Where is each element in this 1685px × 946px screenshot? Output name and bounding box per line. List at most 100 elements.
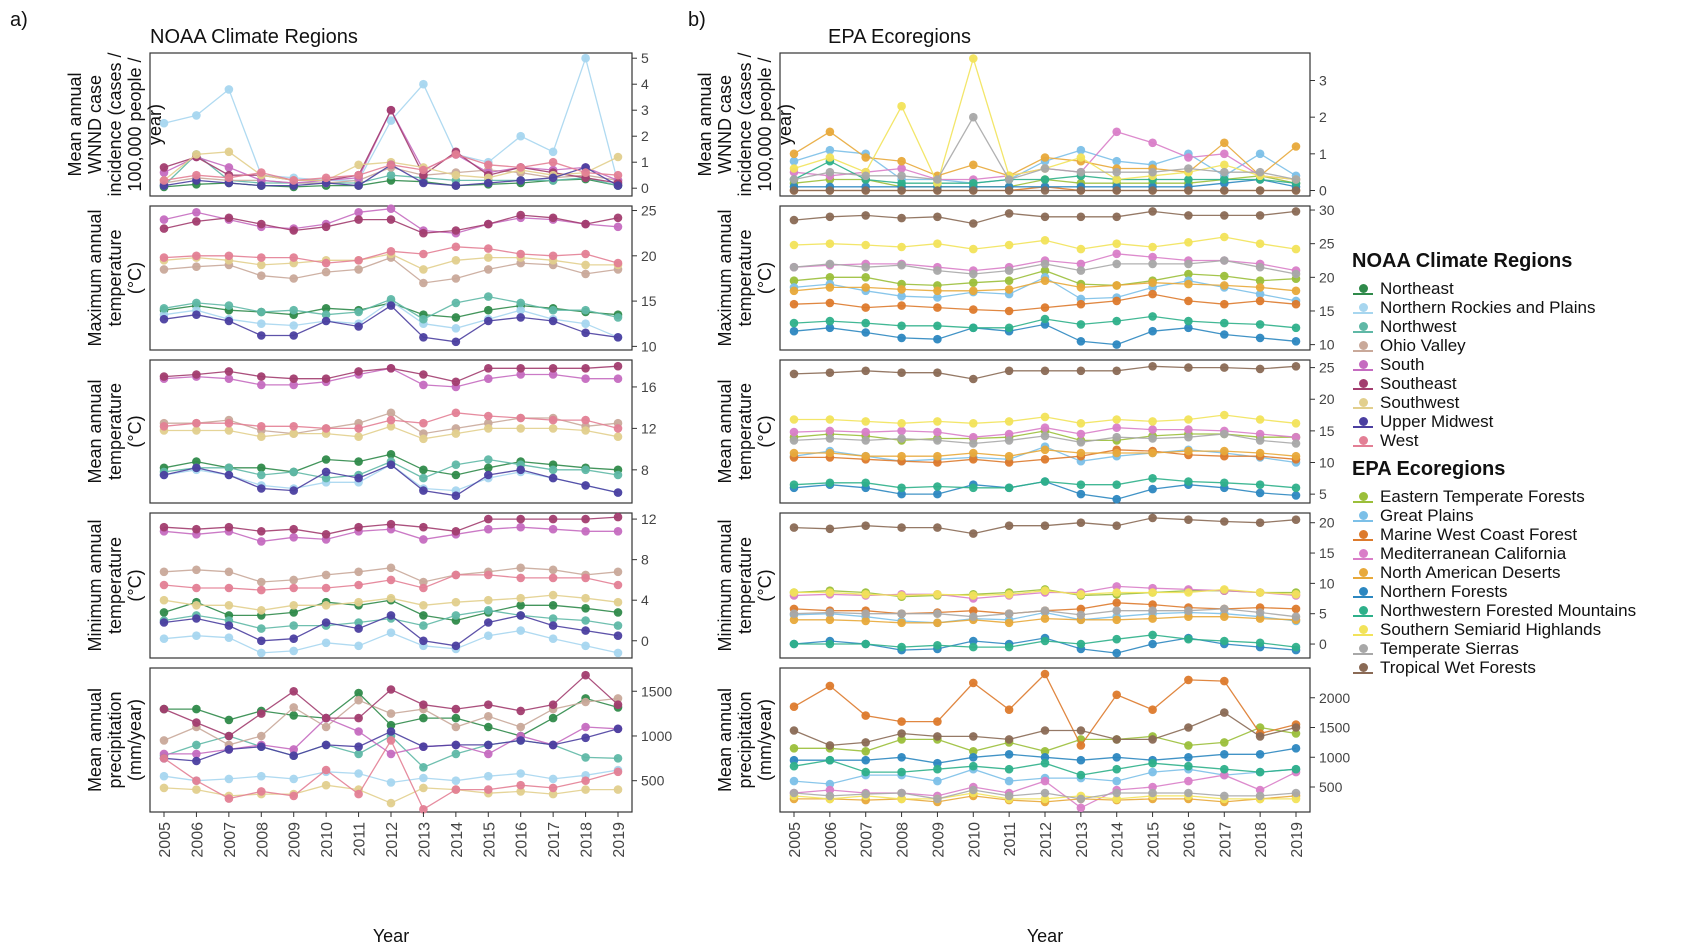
data-point	[516, 163, 525, 172]
data-point	[1255, 638, 1265, 648]
data-point	[933, 523, 942, 532]
data-point	[419, 228, 428, 238]
data-point	[192, 418, 201, 428]
data-point	[1040, 303, 1050, 312]
data-point	[1220, 429, 1229, 439]
data-point	[1004, 521, 1014, 530]
data-point	[1291, 207, 1301, 216]
data-point	[516, 573, 525, 583]
data-point	[224, 794, 234, 803]
data-point	[613, 213, 623, 223]
data-point	[861, 153, 870, 162]
data-point	[581, 670, 590, 680]
x-tick-label: 2013	[416, 822, 433, 858]
y-tick-label: 15	[641, 293, 657, 309]
data-point	[224, 621, 234, 630]
data-point	[1040, 186, 1050, 195]
data-point	[159, 176, 169, 185]
data-point	[825, 434, 835, 443]
data-point	[897, 729, 906, 738]
data-point	[516, 736, 525, 745]
data-point	[1040, 175, 1050, 184]
data-point	[1040, 445, 1050, 455]
data-point	[969, 529, 978, 538]
data-point	[159, 771, 169, 781]
data-point	[1291, 432, 1301, 442]
data-point	[516, 313, 525, 322]
data-point	[1184, 316, 1193, 326]
data-point	[1184, 788, 1193, 798]
data-point	[484, 219, 493, 229]
data-point	[1004, 266, 1014, 275]
data-point	[321, 258, 331, 268]
x-tick-label: 2015	[1146, 822, 1163, 858]
plot-frame	[149, 52, 633, 197]
series-west	[159, 150, 623, 185]
data-point	[1220, 160, 1229, 170]
data-point	[1112, 415, 1121, 424]
data-point	[1184, 612, 1193, 621]
data-point	[484, 253, 493, 262]
data-point	[354, 424, 363, 433]
x-tick-label: 2006	[189, 822, 206, 858]
legend-swatch-dot	[1358, 511, 1368, 520]
data-point	[789, 588, 799, 597]
data-point	[516, 601, 525, 610]
data-point	[451, 226, 461, 235]
panel-label: b)	[688, 9, 706, 31]
data-point	[224, 567, 234, 577]
series-southeast	[159, 512, 623, 539]
data-point	[789, 609, 799, 618]
data-point	[451, 242, 461, 252]
data-point	[159, 163, 169, 172]
data-point	[192, 310, 201, 320]
data-point	[354, 624, 363, 633]
data-point	[257, 181, 266, 190]
data-point	[1148, 614, 1157, 623]
data-point	[1220, 764, 1229, 774]
data-point	[789, 175, 799, 184]
data-point	[1148, 767, 1157, 777]
data-point	[548, 370, 558, 379]
data-point	[1040, 669, 1050, 679]
data-point	[969, 439, 978, 448]
data-point	[969, 678, 978, 688]
series-west	[159, 570, 623, 595]
data-point	[257, 606, 266, 615]
data-point	[1291, 323, 1301, 333]
data-point	[516, 780, 525, 790]
data-point	[1004, 609, 1014, 618]
data-point	[257, 624, 266, 633]
data-point	[516, 131, 525, 141]
data-point	[419, 486, 428, 495]
y-axis-label-line: (°C)	[125, 569, 145, 601]
subplot-row-0: 0 1 2 3 Mean annualWNND caseincidence (cases…	[695, 52, 1327, 199]
data-point	[159, 618, 169, 627]
data-point	[969, 305, 978, 314]
legend-swatch	[1352, 284, 1374, 295]
data-point	[1040, 606, 1050, 615]
data-point	[419, 314, 428, 324]
series-northwest	[159, 292, 623, 324]
data-point	[1076, 480, 1086, 490]
data-point	[354, 170, 363, 180]
data-point	[1148, 705, 1157, 714]
data-point	[386, 301, 396, 310]
data-point	[224, 374, 234, 384]
y-axis-label-line: precipitation	[105, 691, 125, 788]
y-axis-label-line: Minimum annual	[85, 519, 105, 651]
data-point	[321, 570, 331, 580]
data-point	[484, 364, 493, 373]
data-point	[825, 779, 835, 789]
data-point	[159, 736, 169, 745]
data-point	[969, 606, 978, 615]
legend-item-marine-west-coast-forest: Marine West Coast Forest	[1352, 525, 1682, 544]
legend-label: Eastern Temperate Forests	[1380, 486, 1585, 506]
data-point	[897, 285, 906, 294]
y-tick-label: 10	[641, 338, 657, 354]
legend-item-south: South	[1352, 355, 1682, 374]
data-point	[1220, 517, 1229, 526]
data-point	[1220, 363, 1229, 372]
data-point	[897, 164, 906, 173]
